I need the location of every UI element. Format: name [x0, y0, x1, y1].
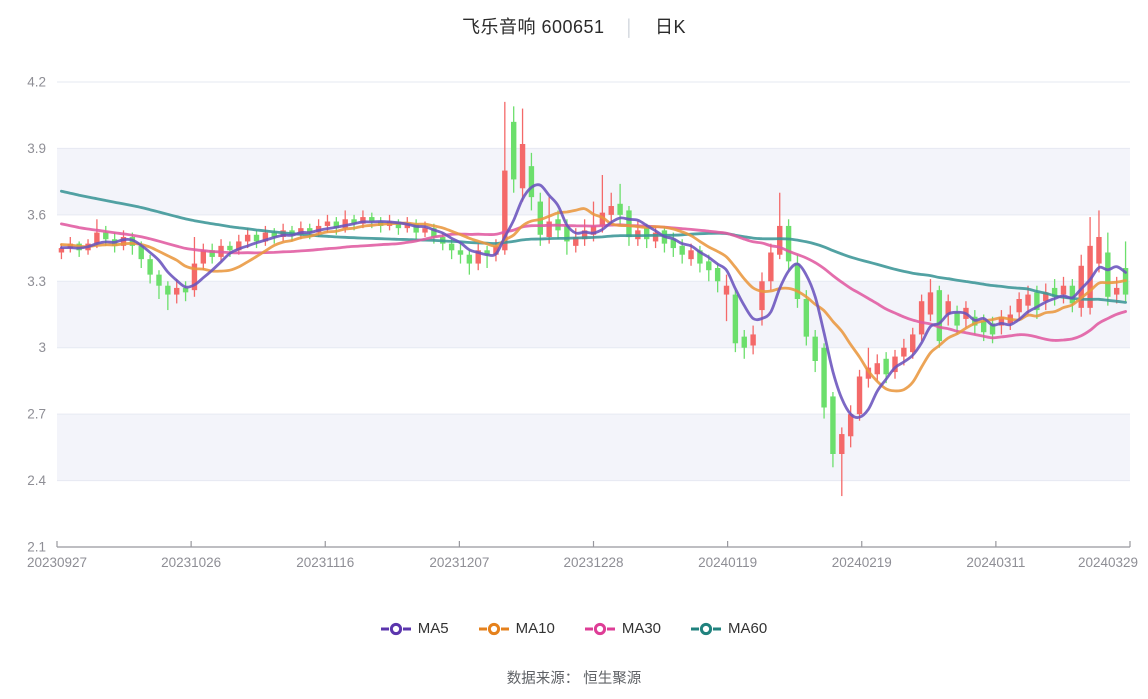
ma60-legend-marker: [691, 622, 722, 635]
ma-line-ma60: [60, 189, 1127, 304]
y-axis-labels: 2.1 2.4 2.7 3 3.3 3.6 3.9 4.2: [27, 75, 46, 555]
ma5-legend-marker: [380, 622, 411, 635]
svg-text:20240311: 20240311: [966, 555, 1025, 570]
svg-text:20231026: 20231026: [161, 555, 221, 570]
legend-item-ma60[interactable]: MA60: [691, 620, 767, 637]
svg-text:4.2: 4.2: [27, 75, 46, 90]
svg-text:3.6: 3.6: [27, 207, 46, 222]
legend-item-ma30[interactable]: MA30: [584, 620, 662, 637]
period-label: 日K: [655, 17, 687, 37]
ma30-legend-label: MA30: [621, 620, 662, 637]
legend-item-ma5[interactable]: MA5: [380, 620, 449, 637]
ma60-legend-label: MA60: [728, 620, 768, 637]
svg-text:20230927: 20230927: [27, 555, 87, 570]
svg-text:20240219: 20240219: [832, 555, 892, 570]
svg-text:20240329: 20240329: [1078, 555, 1138, 570]
ma-line-ma30: [60, 222, 1127, 342]
svg-text:20240119: 20240119: [698, 555, 757, 570]
svg-text:3.3: 3.3: [27, 274, 46, 289]
svg-text:2.7: 2.7: [27, 407, 46, 422]
stock-name: 飞乐音响 600651: [461, 17, 605, 37]
svg-text:3.9: 3.9: [27, 141, 46, 156]
ma5-legend-label: MA5: [417, 620, 449, 637]
chart-title: 飞乐音响 600651 │ 日K: [0, 13, 1148, 39]
svg-text:3: 3: [38, 340, 46, 355]
chart-legend: MA5 MA10 MA30 MA60: [0, 620, 1148, 637]
ma-line-ma10: [60, 207, 1127, 393]
x-axis: 20230927 20231026 20231116 20231207 20231228…: [27, 541, 1138, 570]
ma-line-ma5: [60, 183, 1127, 419]
ma10-legend-marker: [478, 622, 509, 635]
svg-text:20231228: 20231228: [563, 555, 623, 570]
svg-text:2.1: 2.1: [27, 540, 46, 555]
data-source-note: 数据来源： 恒生聚源: [506, 671, 642, 687]
svg-text:20231116: 20231116: [296, 555, 354, 570]
ma10-legend-label: MA10: [515, 620, 555, 637]
svg-text:2.4: 2.4: [27, 473, 46, 488]
ma30-legend-marker: [584, 622, 615, 635]
legend-item-ma10[interactable]: MA10: [478, 620, 555, 637]
title-separator: │: [624, 20, 636, 37]
svg-text:20231207: 20231207: [429, 555, 489, 570]
